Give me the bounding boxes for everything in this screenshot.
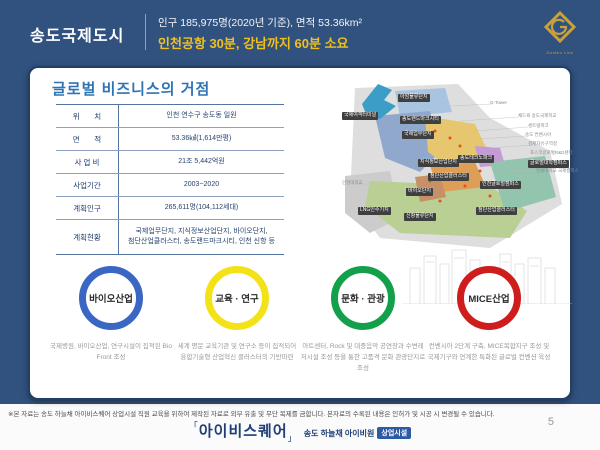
- pillar-education: 교육 · 연구 세계 명문 교육기관 및 연구소 등이 집적되어 융합기술형 산…: [174, 266, 300, 374]
- row-label: 사업기간: [56, 174, 119, 196]
- pillar-circle: 문화 · 관광: [331, 266, 395, 330]
- map-annotation: 센트럴파크: [528, 123, 549, 128]
- map-annotation: G-Tower: [490, 100, 508, 105]
- access-time-highlight: 인천공항 30분, 강남까지 60분 소요: [158, 36, 349, 51]
- diamond-g-icon: [543, 10, 577, 48]
- row-label: 계획인구: [56, 197, 119, 219]
- zone-label: 국제업무단지: [402, 131, 434, 139]
- logo-wordmark: Golden Line: [546, 50, 574, 55]
- zone-label: 지식정보산업단지: [418, 159, 459, 167]
- map-annotation: 채드윅 송도국제학교: [518, 113, 557, 118]
- zone-label: 인천글로벌캠퍼스: [480, 181, 521, 189]
- map-annotation: 경제자유구역청: [528, 141, 557, 146]
- map-annotation: 인천대학교: [342, 180, 363, 185]
- zone-label: 신항물류단지: [404, 213, 436, 221]
- map-annotation: 포스코글로벌R&D센터: [530, 150, 573, 155]
- pillar-circle: 교육 · 연구: [205, 266, 269, 330]
- brand-badge: 상업시설: [377, 427, 412, 439]
- table-row: 계획현황 국제업무단지, 지식정보산업단지, 바이오단지, 첨단산업클러스터, …: [56, 220, 284, 254]
- card-title: 글로벌 비즈니스의 거점: [52, 81, 211, 98]
- brand-lockup: 「아이비스퀘어」 송도 하늘채 아이비원 상업시설: [0, 419, 600, 444]
- zone-label: 송도테크노파크: [458, 155, 495, 163]
- row-value: 인천 연수구 송도동 일원: [166, 111, 237, 119]
- pillar-mice: MICE산업 컨벤시아 2단계 구축, MICE복합지구 조성 및 국제기구와 …: [426, 266, 552, 374]
- zone-label: 국제여객터미널: [342, 112, 379, 120]
- brand-name: 「아이비스퀘어」: [188, 421, 298, 443]
- content-card: 글로벌 비즈니스의 거점 위 치 인천 연수구 송도동 일원 면 적 53.36…: [28, 66, 579, 400]
- table-row: 사업기간 2003~2020: [56, 174, 284, 197]
- pillar-title: MICE산업: [468, 294, 510, 305]
- city-info-table: 위 치 인천 연수구 송도동 일원 면 적 53.36㎢(1,614만평) 사 …: [56, 104, 284, 255]
- map-annotation: 연세대학교 국제캠퍼스: [536, 168, 579, 173]
- table-row: 사 업 비 21조 5,442억원: [56, 151, 284, 174]
- pillar-title: 교육 · 연구: [215, 294, 259, 305]
- row-value: 265,611명(104,112세대): [164, 203, 239, 211]
- bracket-open: 「: [188, 421, 199, 431]
- pillar-culture: 문화 · 관광 아트센터, Rock 및 대중음악 공연장과 수변레저시설 조성…: [300, 266, 426, 374]
- zone-label: LNG인수기지: [358, 207, 391, 215]
- zone-label: 첨단산업클러스터: [428, 173, 469, 181]
- page-number: 5: [547, 416, 554, 428]
- row-value: 2003~2020: [183, 180, 220, 188]
- zone-label: 첨단산업클러스터: [476, 207, 517, 215]
- disclaimer-text: ※본 자료는 송도 하늘채 아이비스퀘어 상업시설 직원 교육을 위하여 제작된…: [8, 411, 495, 418]
- header-divider: [145, 14, 146, 50]
- pillar-description: 컨벤시아 2단계 구축, MICE복합지구 조성 및 국제기구와 연계한 특화된…: [427, 343, 551, 362]
- pillar-title: 바이오산업: [89, 294, 133, 305]
- songdo-zoning-map: 아암물류단지 국제여객터미널 송도랜드마크시티 국제업무단지 송도테크노파크 지…: [340, 76, 579, 261]
- pillar-title: 문화 · 관광: [341, 294, 385, 305]
- row-label: 사 업 비: [56, 151, 119, 173]
- population-area-stats: 인구 185,975명(2020년 기준), 면적 53.36km²: [158, 17, 362, 29]
- zone-label: 아암물류단지: [398, 94, 430, 102]
- row-label: 계획현황: [56, 220, 119, 254]
- pillar-circle: 바이오산업: [79, 266, 143, 330]
- zone-label: 바이오단지: [406, 188, 434, 196]
- row-value: 국제업무단지, 지식정보산업단지, 바이오단지, 첨단산업클러스터, 송도랜드마…: [128, 227, 275, 246]
- row-label: 면 적: [56, 128, 119, 150]
- map-annotation: 송도 컨벤시아: [525, 132, 552, 137]
- zone-label: 송도랜드마크시티: [400, 116, 441, 124]
- pillar-circle: MICE산업: [457, 266, 521, 330]
- table-row: 위 치 인천 연수구 송도동 일원: [56, 105, 284, 128]
- zone-label: 글로벌대학캠퍼스: [528, 160, 569, 168]
- pillar-description: 아트센터, Rock 및 대중음악 공연장과 수변레저시설 조성 등을 통한 고…: [300, 343, 426, 373]
- brand-subtitle: 송도 하늘채 아이비원: [303, 429, 375, 438]
- row-label: 위 치: [56, 105, 119, 127]
- pillar-description: 국제병원, 바이오산업, 연구시설이 집적된 Bio Front 조성: [50, 343, 172, 362]
- pillar-description: 세계 명문 교육기관 및 연구소 등이 집적되어 융합기술형 산업혁신 클러스터…: [177, 343, 297, 362]
- table-row: 계획인구 265,611명(104,112세대): [56, 197, 284, 220]
- bracket-close: 」: [287, 433, 298, 443]
- row-value: 53.36㎢(1,614만평): [171, 134, 232, 142]
- table-row: 면 적 53.36㎢(1,614만평): [56, 128, 284, 151]
- golden-line-logo: Golden Line: [540, 10, 580, 55]
- row-value: 21조 5,442억원: [178, 157, 225, 165]
- industry-pillars: 바이오산업 국제병원, 바이오산업, 연구시설이 집적된 Bio Front 조…: [48, 266, 552, 374]
- pillar-bio: 바이오산업 국제병원, 바이오산업, 연구시설이 집적된 Bio Front 조…: [48, 266, 174, 374]
- city-title: 송도국제도시: [30, 28, 125, 45]
